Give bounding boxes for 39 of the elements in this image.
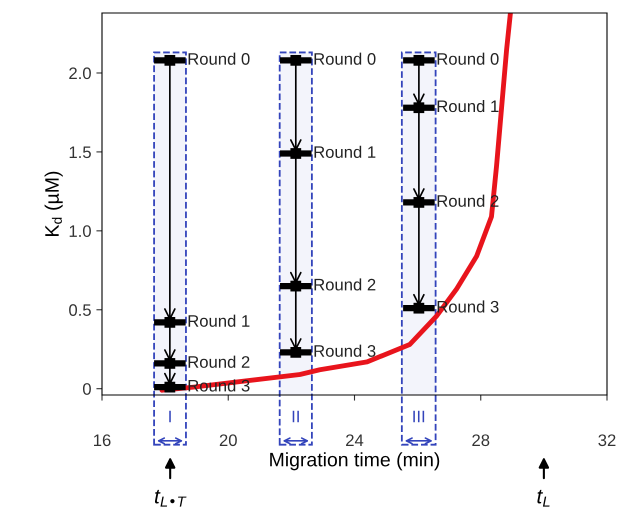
point — [290, 347, 302, 358]
data-label: Round 1 — [314, 146, 376, 158]
y-tick-label: 1.5 — [70, 146, 91, 158]
point — [414, 197, 424, 208]
x-tick-label: 28 — [472, 434, 490, 446]
data-label: Round 0 — [314, 52, 376, 65]
data-label: Round 0 — [438, 52, 499, 65]
point — [414, 102, 424, 114]
text: t$_{L}$ — [537, 490, 550, 507]
x-tick-label: 20 — [220, 434, 237, 446]
band-label: III — [413, 410, 424, 422]
data-label: Round 1 — [188, 314, 250, 327]
y-tick-label: 0.5 — [69, 304, 91, 316]
x-tick-label: 32 — [598, 434, 616, 446]
point — [290, 148, 302, 159]
data-label: Round 2 — [314, 278, 376, 291]
data-label: Round 3 — [314, 344, 376, 357]
point — [164, 358, 176, 369]
point — [290, 280, 302, 292]
line-series — [160, 13, 513, 393]
x-tick-label: 16 — [94, 434, 111, 446]
y-axis-title: K$_{d}$ (µM) — [44, 172, 63, 236]
y-tick-label: 1.0 — [70, 225, 91, 238]
x-axis-title: Migration time (min) — [270, 452, 440, 470]
point — [164, 54, 176, 66]
y-tick-label: 0 — [82, 383, 91, 395]
point — [414, 302, 424, 314]
band-label: II — [292, 410, 299, 422]
text: t$_{L•T}$ — [154, 490, 186, 507]
band-label: I — [169, 410, 171, 422]
data-label: Round 0 — [188, 52, 250, 65]
data-label: Round 2 — [188, 356, 250, 368]
x-tick-label: 24 — [346, 434, 364, 446]
y-tick-label: 2.0 — [69, 67, 91, 80]
data-label: Round 1 — [438, 100, 498, 112]
point — [164, 317, 176, 328]
point — [414, 54, 424, 66]
point — [290, 54, 302, 66]
point — [164, 382, 176, 392]
